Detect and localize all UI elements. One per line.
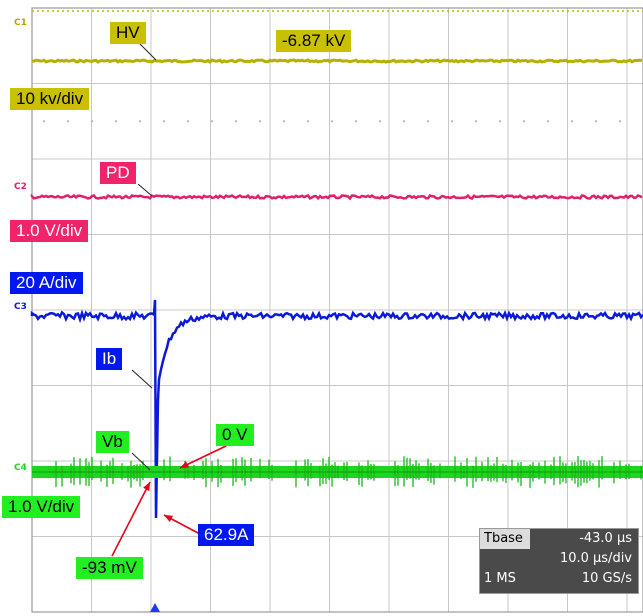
trace-ib: [30, 299, 643, 519]
arrow-ib-peak-head: [164, 515, 173, 522]
timebase-memory: 1 MS: [484, 571, 516, 586]
pd-label: PD: [100, 162, 136, 184]
grid-dot: [43, 120, 45, 123]
grid: [31, 7, 643, 613]
plot-frame: [31, 7, 643, 613]
grid-dot: [307, 120, 309, 123]
grid-dot: [187, 120, 189, 123]
channel-tag-c3: C3: [14, 302, 27, 312]
trigger-marker: [150, 603, 160, 612]
vb-zero-label: 0 V: [216, 424, 254, 446]
timebase-rate: 10 GS/s: [581, 571, 632, 586]
vb-label: Vb: [96, 431, 129, 453]
callout-arrows: [111, 43, 227, 557]
channel-tag-c1: C1: [14, 18, 27, 28]
ib-label: Ib: [96, 348, 123, 370]
hv-leader: [139, 43, 157, 61]
grid-dot: [355, 120, 357, 123]
grid-dot: [547, 120, 549, 123]
grid-dot: [331, 120, 333, 123]
grid-dot: [379, 120, 381, 123]
pd-leader: [137, 183, 153, 197]
grid-dot: [211, 120, 213, 123]
grid-dot: [91, 120, 93, 123]
trace-pd: [30, 193, 643, 201]
arrow-vb-min: [111, 481, 151, 557]
hv-scale-label: 10 kv/div: [10, 88, 90, 110]
arrow-vb-min-head: [143, 482, 150, 491]
grid-dot: [451, 120, 453, 123]
timebase-title: Tbase: [484, 531, 523, 546]
arrow-vb-zero-head: [180, 461, 189, 468]
timebase-header: [480, 529, 530, 549]
grid-dot: [475, 120, 477, 123]
ib-scale-label: 20 A/div: [10, 272, 83, 294]
hv-value-label: -6.87 kV: [276, 30, 352, 52]
grid-dot: [163, 120, 165, 123]
grid-dot: [427, 120, 429, 123]
grid-dot: [67, 120, 69, 123]
timebase-panel: Tbase -43.0 µs 10.0 µs/div 1 MS 10 GS/s: [479, 528, 639, 594]
grid-dot: [571, 120, 573, 123]
grid-dot: [235, 120, 237, 123]
grid-dot: [139, 120, 141, 123]
grid-dot: [283, 120, 285, 123]
channel-tag-c4: C4: [14, 463, 27, 473]
grid-dot: [523, 120, 525, 123]
traces: [30, 58, 643, 612]
channel-tag-c2: C2: [14, 182, 27, 192]
hv-label: HV: [110, 22, 146, 44]
vb-scale-label: 1.0 V/div: [2, 496, 81, 518]
vb-min-label: -93 mV: [76, 557, 143, 579]
grid-dot: [619, 120, 621, 123]
grid-dot: [595, 120, 597, 123]
grid-dot: [259, 120, 261, 123]
ib-leader: [131, 369, 153, 389]
ib-peak-label: 62.9A: [198, 524, 255, 546]
vb-leader: [131, 452, 151, 471]
pd-scale-label: 1.0 V/div: [10, 220, 89, 242]
timebase-per-div: 10.0 µs/div: [559, 551, 632, 566]
trace-hv: [31, 58, 643, 64]
arrow-vb-zero: [179, 445, 227, 469]
timebase-delay: -43.0 µs: [579, 531, 632, 546]
grid-dot: [499, 120, 501, 123]
grid-dot: [403, 120, 405, 123]
grid-dot: [115, 120, 117, 123]
